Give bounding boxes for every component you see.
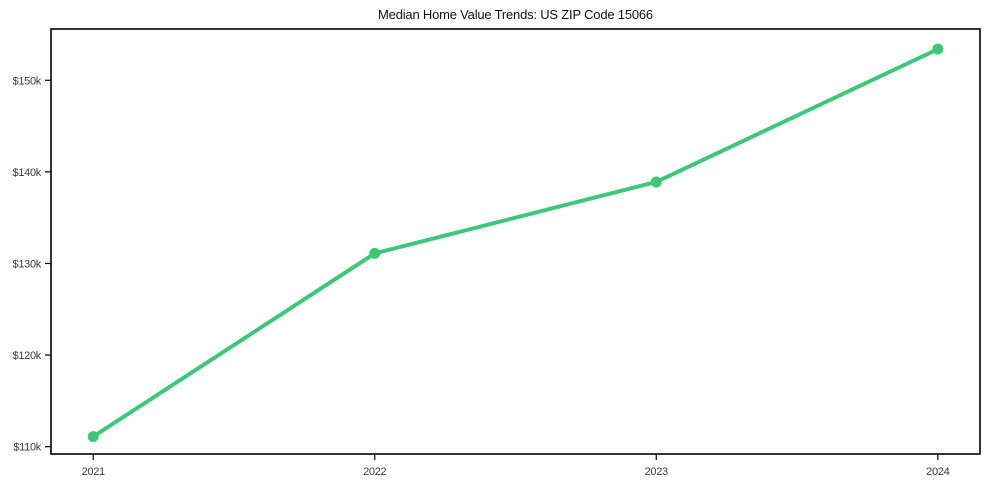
y-axis-tick-label: $120k <box>13 350 42 362</box>
trend-line <box>91 47 940 439</box>
chart-title: Median Home Value Trends: US ZIP Code 15… <box>378 7 653 22</box>
x-axis-tick-label: 2022 <box>363 466 386 478</box>
y-axis-tick-label: $140k <box>13 167 42 179</box>
plot-border <box>50 28 981 455</box>
data-point-marker <box>932 43 944 55</box>
data-point-marker <box>650 176 662 188</box>
data-point-marker <box>87 431 99 443</box>
y-axis-tick-label: $110k <box>13 442 41 454</box>
x-axis-tick-label: 2023 <box>645 466 668 478</box>
x-axis-tick-label: 2024 <box>926 466 949 478</box>
data-point-marker <box>369 247 381 259</box>
y-axis-tick-label: $130k <box>13 258 42 270</box>
x-axis-tick-label: 2021 <box>82 466 105 478</box>
y-axis-tick-label: $150k <box>13 75 42 87</box>
